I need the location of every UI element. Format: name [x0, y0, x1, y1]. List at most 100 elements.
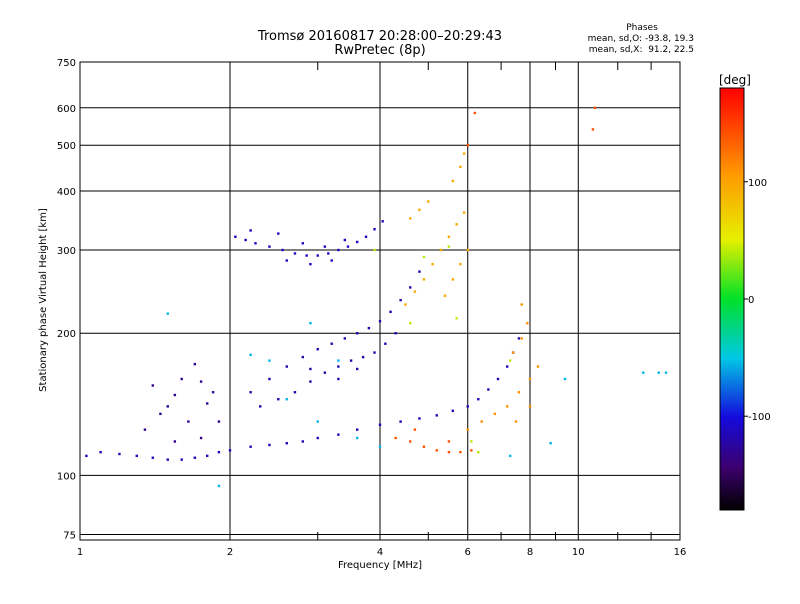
data-point — [462, 152, 466, 155]
data-point — [394, 332, 397, 335]
data-point — [381, 220, 384, 223]
data-point — [309, 321, 312, 325]
data-point — [293, 391, 297, 394]
data-point — [309, 380, 312, 383]
data-point — [520, 303, 523, 306]
data-point — [549, 442, 552, 445]
data-point — [166, 458, 169, 461]
y-tick-label: 500 — [57, 141, 76, 152]
data-point — [447, 440, 451, 443]
data-point — [389, 310, 392, 313]
data-point — [355, 436, 359, 440]
data-point — [316, 347, 319, 351]
data-point — [378, 320, 382, 323]
data-point — [337, 377, 340, 381]
data-point — [496, 377, 500, 381]
data-point — [439, 248, 443, 252]
data-point — [517, 337, 521, 340]
data-point — [466, 405, 469, 408]
data-point — [514, 420, 518, 423]
data-point — [526, 321, 529, 325]
data-point — [493, 412, 497, 416]
data-point — [199, 436, 203, 440]
data-point — [249, 391, 252, 394]
data-point — [285, 397, 288, 401]
data-point — [355, 367, 359, 371]
data-point — [451, 278, 455, 281]
data-point — [343, 337, 347, 340]
data-point — [180, 377, 183, 381]
x-tick-label: 1 — [77, 547, 83, 558]
data-point — [99, 450, 102, 454]
data-point — [447, 235, 451, 238]
data-point — [477, 450, 480, 454]
data-point — [268, 443, 271, 447]
data-point — [249, 445, 252, 448]
data-point — [343, 238, 347, 242]
y-tick-label: 400 — [57, 187, 76, 198]
data-point — [418, 417, 421, 420]
data-point — [151, 456, 155, 459]
data-point — [459, 165, 462, 169]
data-point — [508, 359, 512, 362]
data-point — [511, 351, 515, 354]
data-point — [466, 428, 469, 431]
data-point — [373, 351, 376, 354]
data-point — [455, 223, 458, 226]
data-point — [409, 286, 412, 289]
data-point — [268, 359, 271, 362]
data-point — [193, 362, 197, 366]
data-point — [268, 245, 271, 248]
data-point — [316, 420, 319, 423]
data-point — [173, 393, 177, 397]
data-point — [505, 365, 509, 368]
y-tick-label: 300 — [57, 246, 76, 257]
data-point — [409, 440, 412, 443]
data-point — [316, 254, 319, 257]
data-point — [337, 359, 340, 362]
data-point — [409, 321, 412, 325]
data-point — [159, 412, 162, 416]
data-point — [447, 450, 451, 454]
data-point — [301, 440, 305, 443]
data-point — [505, 405, 509, 408]
data-point — [466, 248, 469, 252]
y-tick-label: 600 — [57, 104, 76, 115]
grid-lines — [80, 61, 680, 540]
data-point — [435, 449, 438, 452]
data-point — [217, 450, 221, 454]
data-point — [327, 252, 330, 255]
colorbar-tick-label: 0 — [748, 295, 754, 306]
data-point — [151, 384, 155, 387]
x-tick-label: 10 — [572, 547, 585, 558]
data-point — [455, 317, 458, 320]
x-tick-label: 16 — [674, 547, 687, 558]
data-point — [135, 454, 138, 458]
x-tick-label: 4 — [377, 547, 383, 558]
data-point — [480, 420, 483, 423]
data-point — [277, 397, 280, 401]
data-point — [422, 278, 426, 281]
info-line-o: mean, sd,O: -93.8, 19.3 — [588, 34, 694, 44]
data-point — [85, 454, 88, 458]
data-point — [470, 440, 473, 443]
x-tick-label: 6 — [465, 547, 471, 558]
data-point — [355, 332, 359, 335]
data-point — [418, 208, 421, 211]
data-point — [199, 380, 203, 383]
data-point — [413, 428, 417, 431]
data-point — [422, 255, 426, 259]
y-tick-label: 100 — [57, 471, 76, 482]
data-point — [309, 262, 312, 266]
data-point — [367, 326, 371, 330]
data-point — [305, 254, 308, 257]
data-point — [346, 245, 350, 248]
chart-title: Tromsø 20160817 20:28:00–20:29:43 — [257, 29, 502, 44]
data-point — [413, 290, 417, 293]
data-point — [378, 423, 382, 426]
data-point — [337, 248, 340, 252]
data-point — [418, 270, 421, 273]
data-point — [254, 242, 257, 245]
data-point — [349, 359, 353, 362]
